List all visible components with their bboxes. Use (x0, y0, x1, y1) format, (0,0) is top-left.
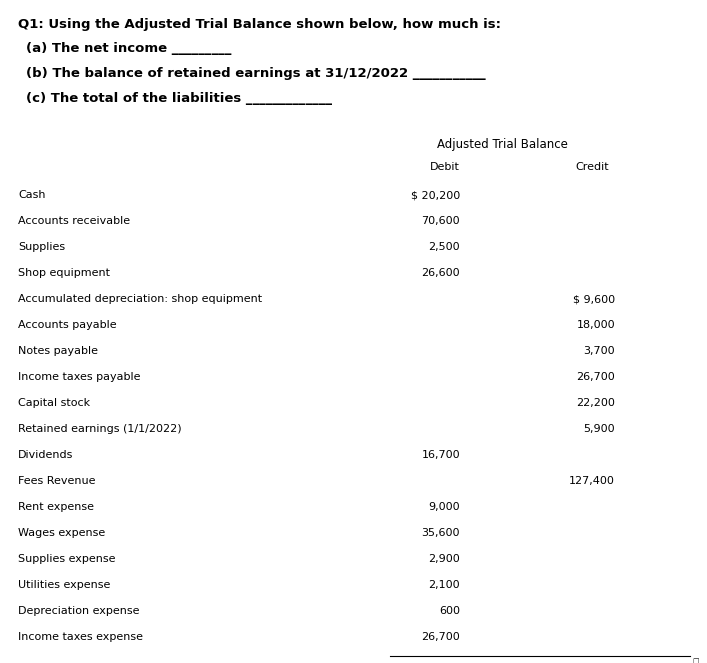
Text: Supplies: Supplies (18, 242, 65, 252)
Text: Notes payable: Notes payable (18, 346, 98, 356)
Text: 600: 600 (439, 606, 460, 616)
Text: Accounts receivable: Accounts receivable (18, 216, 130, 226)
Text: 26,700: 26,700 (421, 632, 460, 642)
Text: 2,900: 2,900 (428, 554, 460, 564)
Text: Capital stock: Capital stock (18, 398, 90, 408)
Text: Depreciation expense: Depreciation expense (18, 606, 139, 616)
Text: (c) The total of the liabilities _____________: (c) The total of the liabilities _______… (26, 92, 332, 105)
Text: $ 20,200: $ 20,200 (411, 190, 460, 200)
Text: Debit: Debit (430, 162, 460, 172)
Text: 22,200: 22,200 (576, 398, 615, 408)
Text: 16,700: 16,700 (421, 450, 460, 460)
Text: $ 9,600: $ 9,600 (573, 294, 615, 304)
Text: Q1: Using the Adjusted Trial Balance shown below, how much is:: Q1: Using the Adjusted Trial Balance sho… (18, 18, 501, 31)
Text: Supplies expense: Supplies expense (18, 554, 115, 564)
Text: Income taxes payable: Income taxes payable (18, 372, 141, 382)
Text: 3,700: 3,700 (583, 346, 615, 356)
Text: 2,500: 2,500 (428, 242, 460, 252)
Text: Cash: Cash (18, 190, 45, 200)
Text: Shop equipment: Shop equipment (18, 268, 110, 278)
Text: Accounts payable: Accounts payable (18, 320, 117, 330)
Text: Income taxes expense: Income taxes expense (18, 632, 143, 642)
Text: 70,600: 70,600 (421, 216, 460, 226)
Text: 2,100: 2,100 (428, 580, 460, 590)
Text: 35,600: 35,600 (421, 528, 460, 538)
Text: Fees Revenue: Fees Revenue (18, 476, 95, 486)
Text: 26,600: 26,600 (421, 268, 460, 278)
Text: Wages expense: Wages expense (18, 528, 105, 538)
Text: (a) The net income _________: (a) The net income _________ (26, 42, 231, 55)
Text: 127,400: 127,400 (569, 476, 615, 486)
Text: Utilities expense: Utilities expense (18, 580, 110, 590)
Text: 5,900: 5,900 (583, 424, 615, 434)
Text: □: □ (692, 658, 699, 663)
Text: Rent expense: Rent expense (18, 502, 94, 512)
Text: Retained earnings (1/1/2022): Retained earnings (1/1/2022) (18, 424, 182, 434)
Text: 26,700: 26,700 (576, 372, 615, 382)
Text: Credit: Credit (575, 162, 609, 172)
Text: Dividends: Dividends (18, 450, 74, 460)
Text: Accumulated depreciation: shop equipment: Accumulated depreciation: shop equipment (18, 294, 262, 304)
Text: (b) The balance of retained earnings at 31/12/2022 ___________: (b) The balance of retained earnings at … (26, 67, 486, 80)
Text: Adjusted Trial Balance: Adjusted Trial Balance (437, 138, 568, 151)
Text: 9,000: 9,000 (428, 502, 460, 512)
Text: 18,000: 18,000 (576, 320, 615, 330)
